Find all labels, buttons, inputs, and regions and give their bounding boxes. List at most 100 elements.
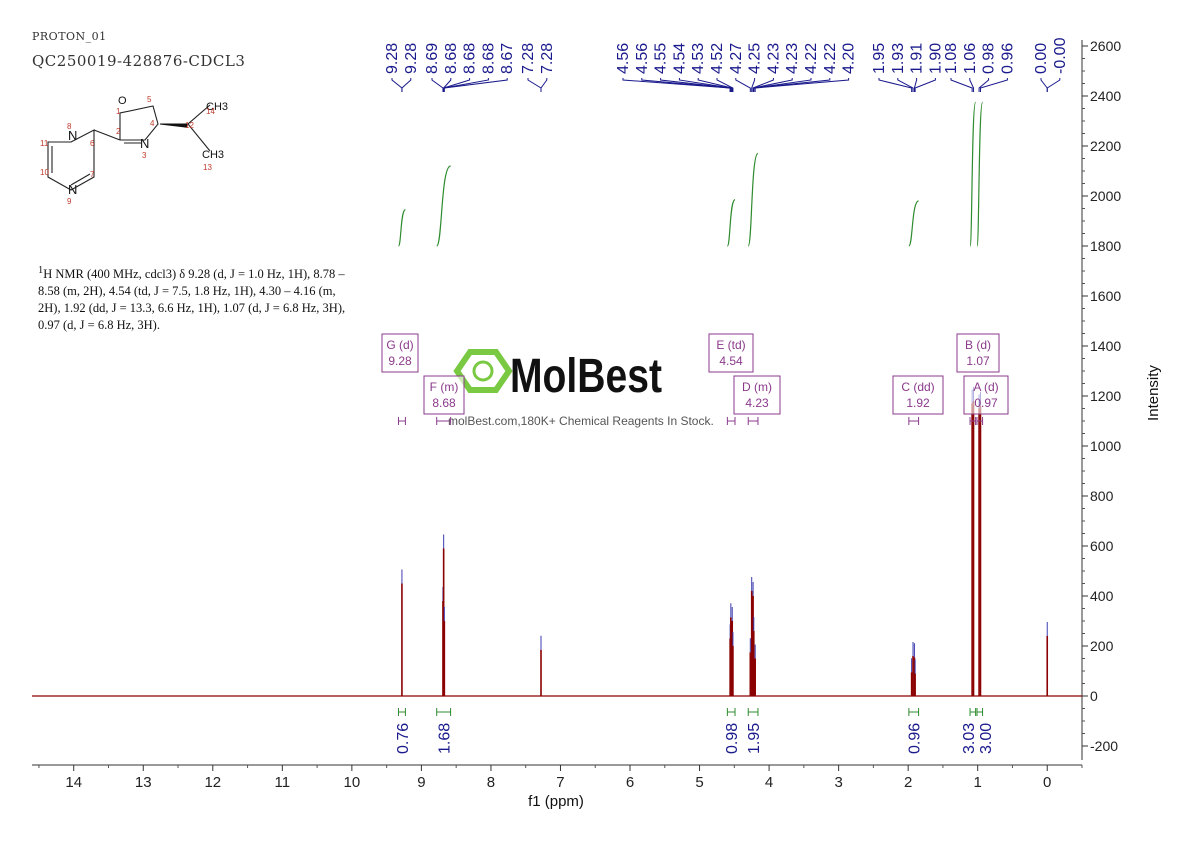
multiplet-box (892, 375, 944, 415)
peak-label-leader (540, 78, 548, 92)
multiplets: G (d) 9.28 F (m) 8.68 E (td) 4.54 D (m) 4.23 C (… (381, 333, 1009, 425)
atom-number: 9 (67, 197, 72, 206)
multiplet-shift: 9.28 (388, 354, 412, 368)
integral-value: 1.95 (746, 723, 763, 754)
peak-label-leader (752, 78, 774, 92)
oxazoline-ring (119, 105, 159, 141)
x-tick-label: 2 (904, 774, 912, 791)
molbest-logo-inner (472, 360, 494, 382)
y-tick-label: 600 (1090, 538, 1114, 554)
atom-number: 3 (142, 151, 147, 160)
peak-label: 4.23 (784, 43, 801, 74)
peak-label: 8.68 (480, 43, 497, 74)
peak-label-leader (878, 78, 913, 92)
y-tick-label: 800 (1090, 488, 1114, 504)
integral-curve (436, 165, 452, 247)
peak-label-leader (716, 78, 734, 92)
atom-number: 8 (67, 122, 72, 131)
atom-number: 4 (150, 119, 155, 128)
y-tick-label: 2400 (1090, 88, 1121, 104)
x-tick-label: 7 (556, 774, 564, 791)
y-tick-label: 1600 (1090, 288, 1121, 304)
peak-label: 1.95 (871, 43, 888, 74)
isopropyl-bonds (187, 104, 211, 152)
y-tick-label: 1200 (1090, 388, 1121, 404)
atom-number: 14 (206, 107, 215, 116)
peak-label-leader (1046, 78, 1061, 92)
peak-label: 8.68 (462, 43, 479, 74)
peak-label: 4.22 (822, 43, 839, 74)
multiplet-title: E (td) (716, 338, 745, 352)
molbest-tagline: molBest.com,180K+ Chemical Reagents In S… (448, 414, 714, 428)
peak-label-leader (527, 78, 542, 92)
molbest-watermark: MolBest molBest.com,180K+ Chemical Reagen… (448, 349, 714, 428)
multiplet-title: D (m) (742, 380, 772, 394)
peak-label: 0.00 (1033, 43, 1050, 74)
multiplet-title: B (d) (965, 338, 991, 352)
peak-label: 0.96 (999, 43, 1016, 74)
spectrum (32, 387, 1082, 697)
peak-label-leader (979, 78, 1008, 92)
peak-label: 9.28 (403, 43, 420, 74)
x-tick-label: 14 (65, 774, 82, 791)
peak-label-leader (401, 78, 412, 92)
multiplet-shift: 8.68 (432, 396, 456, 410)
x-tick-label: 4 (765, 774, 773, 791)
y-tick-label: 0 (1090, 688, 1098, 704)
multiplet-shift: 1.07 (966, 354, 990, 368)
peak-label: 8.67 (499, 43, 516, 74)
wedge-bond (159, 123, 190, 128)
peak-label: 1.08 (943, 43, 960, 74)
integrals: 0.76 1.68 0.98 1.95 0.96 3.03 3.00 (395, 101, 995, 754)
peak-label: 4.54 (671, 43, 688, 74)
nmr-description: 1H NMR (400 MHz, cdcl3) δ 9.28 (d, J = 1… (38, 262, 358, 334)
peak-label: 8.69 (424, 43, 441, 74)
integral-value: 1.68 (437, 723, 454, 754)
peak-label-leader (678, 78, 733, 92)
peak-label-leader (913, 78, 918, 92)
multiplet-box (708, 333, 754, 373)
peak-label: 4.56 (634, 43, 651, 74)
peak-label-leader (391, 78, 403, 92)
peak-label: 7.28 (520, 43, 537, 74)
peak-label: 4.56 (615, 43, 632, 74)
atom-number: 1 (116, 107, 121, 116)
x-tick-label: 6 (626, 774, 634, 791)
y-tick-label: 2000 (1090, 188, 1121, 204)
y-tick-label: 200 (1090, 638, 1114, 654)
peak-label: 1.93 (890, 43, 907, 74)
peak-label: 1.91 (909, 43, 926, 74)
peak-label-leader (897, 78, 914, 92)
molbest-brand-text: MolBest (510, 350, 662, 403)
x-tick-label: 1 (974, 774, 982, 791)
multiplet-title: G (d) (386, 338, 413, 352)
peak-label-leader (754, 78, 850, 92)
peak-label: 1.90 (927, 43, 944, 74)
x-tick-label: 0 (1043, 774, 1051, 791)
integral-value: 0.76 (395, 723, 412, 754)
integral-curve (726, 199, 736, 247)
x-axis-label: f1 (ppm) (528, 793, 584, 810)
molbest-logo-icon (453, 349, 513, 393)
experiment-name: PROTON_01 (32, 30, 107, 43)
integral-curve (908, 200, 920, 247)
atom-number: 11 (40, 139, 49, 148)
sample-name: QC250019-428876-CDCL3 (32, 52, 246, 70)
pyrimidine-double-bond (70, 173, 91, 186)
peak-label-leader (751, 78, 756, 92)
multiplet-shift: 4.54 (719, 354, 743, 368)
atom-number: 5 (147, 95, 152, 104)
y-tick-label: 1800 (1090, 238, 1121, 254)
integral-value: 3.03 (961, 723, 978, 754)
peak-label: 4.22 (803, 43, 820, 74)
y-tick-label: 1000 (1090, 438, 1121, 454)
x-tick-label: 12 (204, 774, 221, 791)
atom-label: O (118, 95, 127, 107)
atom-number: 2 (116, 127, 121, 136)
x-tick-label: 13 (135, 774, 152, 791)
peak-label-leader (735, 78, 751, 92)
x-tick-label: 5 (695, 774, 703, 791)
atom-number: 12 (185, 121, 194, 130)
multiplet-title: A (d) (973, 380, 998, 394)
